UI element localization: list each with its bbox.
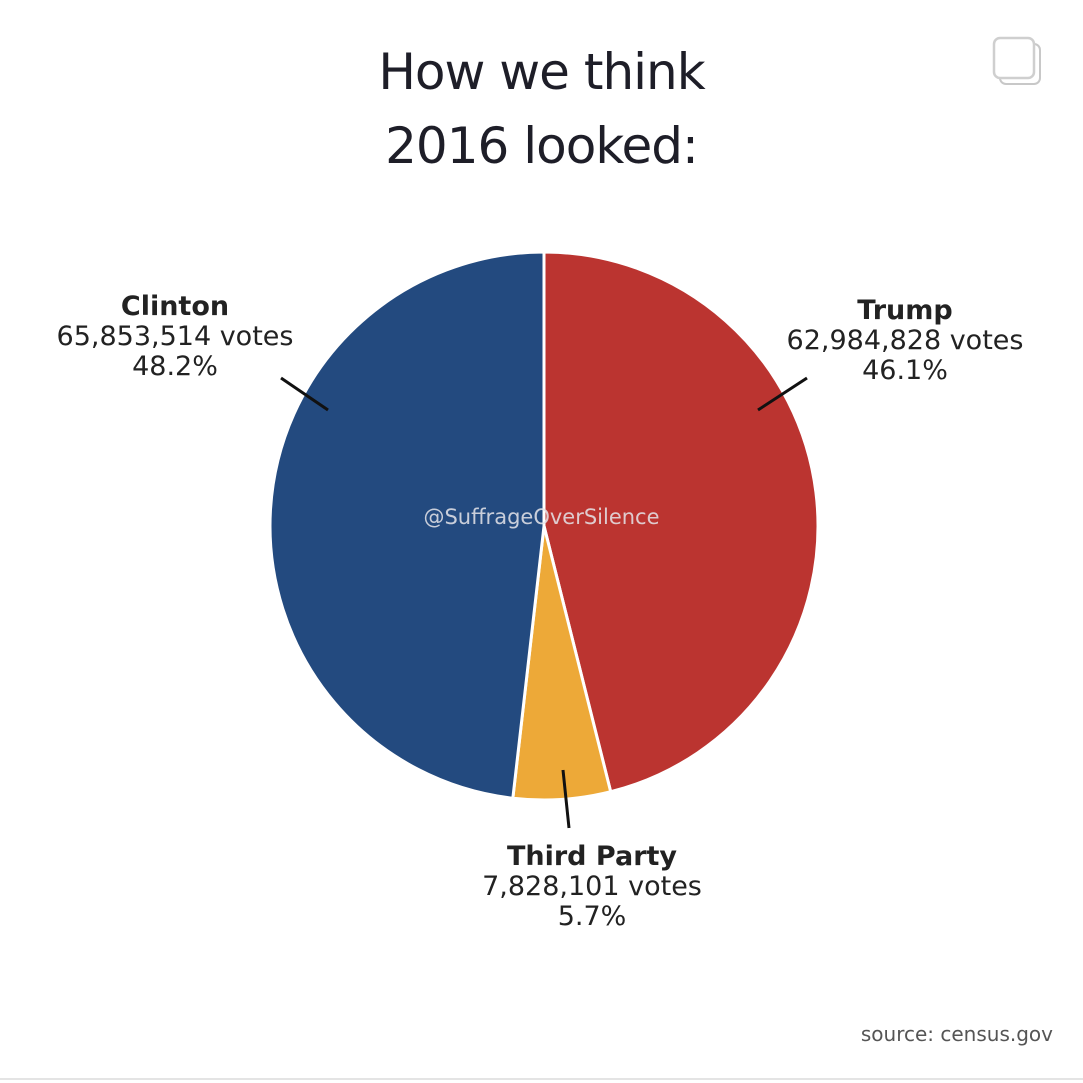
slice-label-third-party: Third Party 7,828,101 votes 5.7% <box>432 842 752 932</box>
leader-line-trump <box>757 376 808 412</box>
chart-title-line-2: 2016 looked: <box>385 117 699 175</box>
chart-title-line-1: How we think <box>378 43 705 101</box>
slice-votes-third-party: 7,828,101 votes <box>482 871 702 902</box>
slice-label-clinton: Clinton 65,853,514 votes 48.2% <box>15 292 335 382</box>
slice-percent-third-party: 5.7% <box>557 901 627 932</box>
pie-slices <box>268 250 820 802</box>
slice-percent-trump: 46.1% <box>862 355 948 386</box>
pie-slice-clinton <box>268 250 546 800</box>
leader-line-third-party <box>561 769 571 829</box>
slice-label-trump: Trump 62,984,828 votes 46.1% <box>745 296 1065 386</box>
leader-line-clinton <box>280 376 329 412</box>
slice-votes-trump: 62,984,828 votes <box>786 325 1024 356</box>
slice-percent-clinton: 48.2% <box>132 351 218 382</box>
bottom-divider <box>0 1078 1083 1080</box>
source-note: source: census.gov <box>860 1022 1053 1046</box>
copy-icon[interactable] <box>992 34 1044 90</box>
slice-votes-clinton: 65,853,514 votes <box>56 321 294 352</box>
leader-lines <box>280 376 808 829</box>
slice-name-clinton: Clinton <box>120 291 230 322</box>
slice-name-trump: Trump <box>857 295 953 326</box>
slice-name-third-party: Third Party <box>506 841 678 872</box>
pie-slice-trump <box>542 250 820 794</box>
